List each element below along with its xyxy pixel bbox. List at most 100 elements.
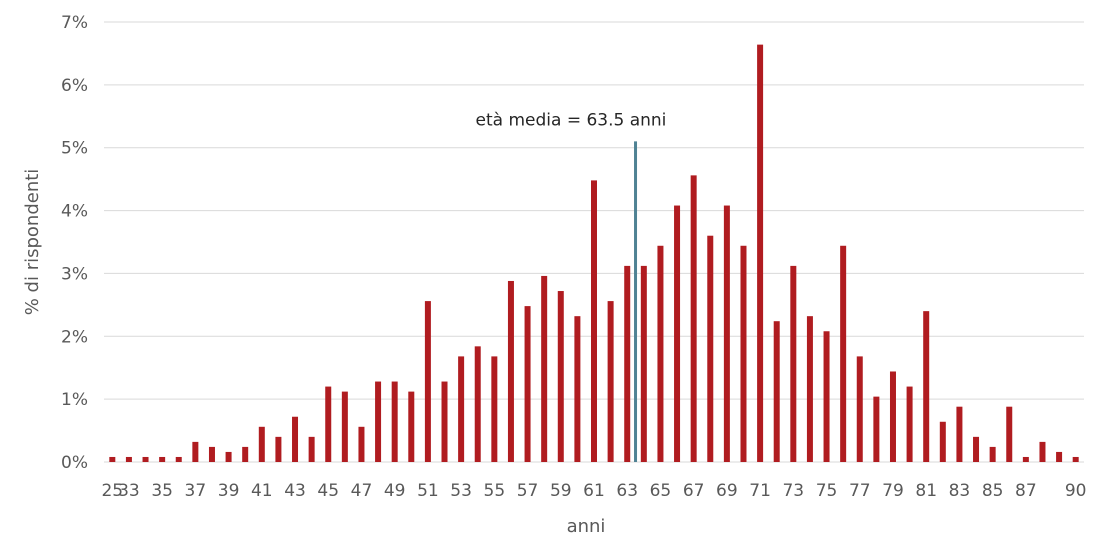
bar bbox=[939, 421, 946, 462]
y-tick-label: 0% bbox=[61, 453, 88, 473]
x-tick-label: 25 bbox=[101, 481, 123, 501]
bar bbox=[723, 205, 730, 463]
bar bbox=[856, 356, 863, 462]
bar bbox=[159, 456, 166, 462]
bar bbox=[1072, 456, 1079, 462]
bar bbox=[408, 391, 415, 462]
bar bbox=[674, 205, 681, 463]
bar bbox=[690, 175, 697, 462]
bar bbox=[524, 306, 531, 462]
bar bbox=[441, 381, 448, 462]
y-tick-label: 5% bbox=[61, 139, 88, 159]
bar bbox=[242, 446, 249, 462]
x-tick-label: 79 bbox=[882, 481, 904, 501]
x-tick-label: 61 bbox=[583, 481, 605, 501]
y-tick-label: 6% bbox=[61, 76, 88, 96]
y-tick-label: 7% bbox=[61, 13, 88, 33]
bar bbox=[624, 265, 631, 462]
bar bbox=[325, 386, 332, 462]
bar bbox=[358, 426, 365, 462]
bar bbox=[424, 301, 431, 462]
bar bbox=[790, 265, 797, 462]
bar bbox=[591, 180, 597, 462]
bar bbox=[607, 301, 614, 462]
bar bbox=[989, 446, 996, 462]
x-tick-label: 37 bbox=[185, 481, 207, 501]
bar bbox=[109, 456, 116, 462]
x-tick-label: 73 bbox=[782, 481, 804, 501]
x-tick-label: 90 bbox=[1065, 481, 1087, 501]
bar bbox=[574, 316, 581, 462]
x-axis-title: anni bbox=[567, 516, 606, 537]
bar bbox=[308, 436, 315, 462]
x-tick-label: 33 bbox=[118, 481, 140, 501]
bar bbox=[474, 346, 481, 462]
bar bbox=[1039, 441, 1046, 462]
x-tick-label: 85 bbox=[982, 481, 1004, 501]
x-tick-label: 55 bbox=[484, 481, 506, 501]
x-tick-label: 81 bbox=[915, 481, 937, 501]
bar bbox=[507, 280, 514, 462]
x-tick-label: 75 bbox=[816, 481, 838, 501]
bar bbox=[142, 456, 149, 462]
bar bbox=[225, 451, 232, 462]
bar bbox=[640, 265, 647, 462]
bar bbox=[906, 386, 913, 462]
y-axis-tick-labels: 0% 1% 2% 3% 4% 5% 6% 7% bbox=[61, 13, 88, 473]
bar bbox=[1006, 406, 1013, 462]
bar bbox=[175, 456, 182, 462]
x-tick-label: 63 bbox=[616, 481, 638, 501]
bar bbox=[873, 396, 880, 462]
bar bbox=[375, 381, 382, 462]
bar bbox=[557, 291, 564, 462]
x-tick-label: 49 bbox=[384, 481, 406, 501]
x-tick-label: 43 bbox=[284, 481, 306, 501]
x-tick-label: 51 bbox=[417, 481, 439, 501]
bar bbox=[956, 406, 963, 462]
bar bbox=[275, 436, 282, 462]
x-tick-label: 47 bbox=[351, 481, 373, 501]
y-tick-label: 4% bbox=[61, 202, 88, 222]
x-tick-label: 67 bbox=[683, 481, 705, 501]
bar bbox=[391, 381, 398, 462]
bar bbox=[292, 416, 299, 462]
bar bbox=[125, 456, 132, 462]
x-tick-label: 77 bbox=[849, 481, 871, 501]
y-axis-title: % di rispondenti bbox=[22, 169, 43, 316]
x-tick-label: 53 bbox=[450, 481, 472, 501]
x-tick-label: 87 bbox=[1015, 481, 1037, 501]
x-tick-label: 39 bbox=[218, 481, 240, 501]
bar bbox=[707, 235, 714, 462]
bar bbox=[923, 311, 930, 462]
bar bbox=[773, 321, 780, 462]
bar bbox=[973, 436, 980, 462]
bar bbox=[840, 245, 847, 462]
bar bbox=[657, 245, 664, 462]
bar bbox=[740, 245, 747, 462]
bar bbox=[458, 356, 465, 462]
bar bbox=[757, 44, 764, 462]
bar bbox=[806, 316, 813, 462]
x-tick-label: 35 bbox=[151, 481, 173, 501]
bar bbox=[341, 391, 348, 462]
x-tick-label: 45 bbox=[317, 481, 339, 501]
x-tick-label: 65 bbox=[650, 481, 672, 501]
mean-age-marker: età media = 63.5 anni bbox=[476, 110, 667, 462]
y-tick-label: 2% bbox=[61, 327, 88, 347]
bars bbox=[109, 44, 1079, 463]
y-tick-label: 1% bbox=[61, 390, 88, 410]
bar bbox=[823, 331, 830, 462]
bar bbox=[1022, 456, 1029, 462]
bar bbox=[491, 356, 498, 462]
bar bbox=[192, 441, 199, 462]
x-tick-label: 69 bbox=[716, 481, 738, 501]
bar bbox=[1056, 451, 1063, 462]
bar bbox=[541, 275, 548, 462]
x-tick-label: 57 bbox=[517, 481, 539, 501]
y-tick-label: 3% bbox=[61, 264, 88, 284]
mean-annotation: età media = 63.5 anni bbox=[476, 110, 667, 130]
x-tick-label: 83 bbox=[949, 481, 971, 501]
x-tick-label: 59 bbox=[550, 481, 572, 501]
bar bbox=[258, 426, 265, 462]
